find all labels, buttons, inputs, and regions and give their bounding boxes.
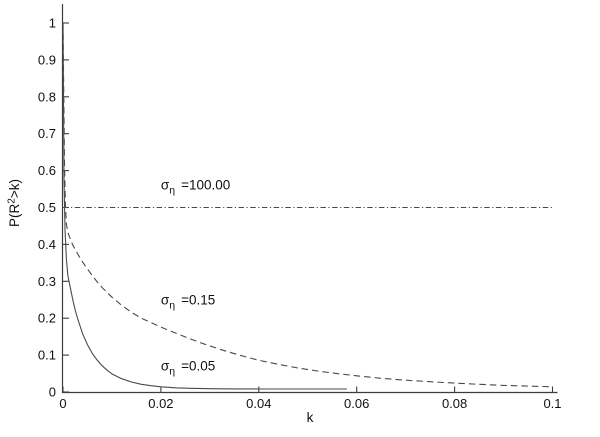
y-tick-label: 0.7 <box>38 126 56 141</box>
y-axis-label-superscript: 2 <box>6 198 18 204</box>
y-tick-label: 0.9 <box>38 52 56 67</box>
y-tick-label: 0.3 <box>38 274 56 289</box>
x-tick-label: 0 <box>59 396 66 411</box>
sigma-symbol: σ <box>160 358 170 374</box>
y-tick-label: 0.1 <box>38 348 56 363</box>
x-tick-label: 0.1 <box>543 396 561 411</box>
curve-label-2: ση =0.05 <box>160 358 216 378</box>
series-curve-1 <box>62 22 553 388</box>
sigma-value: =100.00 <box>181 177 231 193</box>
y-tick-label: 0.6 <box>38 163 56 178</box>
x-axis-ticks: 0 0.02 0.04 0.06 0.08 0.1 <box>59 386 562 411</box>
y-tick-label: 0.8 <box>38 89 56 104</box>
sigma-value: =0.05 <box>181 358 216 374</box>
x-axis-label: k <box>306 410 314 425</box>
curve-label-1: ση =0.15 <box>160 292 216 312</box>
y-tick-label: 0 <box>49 385 56 400</box>
x-tick-label: 0.04 <box>246 396 271 411</box>
y-tick-label: 0.4 <box>38 237 56 252</box>
y-axis-label-post: >k) <box>6 179 22 199</box>
sigma-subscript: η <box>169 299 176 312</box>
sigma-symbol: σ <box>160 177 170 193</box>
axis-spine <box>61 4 558 394</box>
y-axis-label-pre: P(R <box>6 203 22 227</box>
curve-label-0: ση =100.00 <box>160 177 231 197</box>
x-tick-label: 0.08 <box>442 396 467 411</box>
sigma-subscript: η <box>169 184 176 197</box>
y-tick-label: 1 <box>49 16 56 31</box>
sigma-symbol: σ <box>160 292 170 308</box>
series-curve-2 <box>62 22 347 390</box>
y-tick-label: 0.2 <box>38 311 56 326</box>
x-tick-label: 0.06 <box>344 396 369 411</box>
y-axis-label: P(R2>k) <box>6 179 22 227</box>
x-tick-label: 0.02 <box>148 396 173 411</box>
sigma-value: =0.15 <box>181 292 216 308</box>
y-tick-label: 0.5 <box>38 200 56 215</box>
sigma-subscript: η <box>169 365 176 378</box>
